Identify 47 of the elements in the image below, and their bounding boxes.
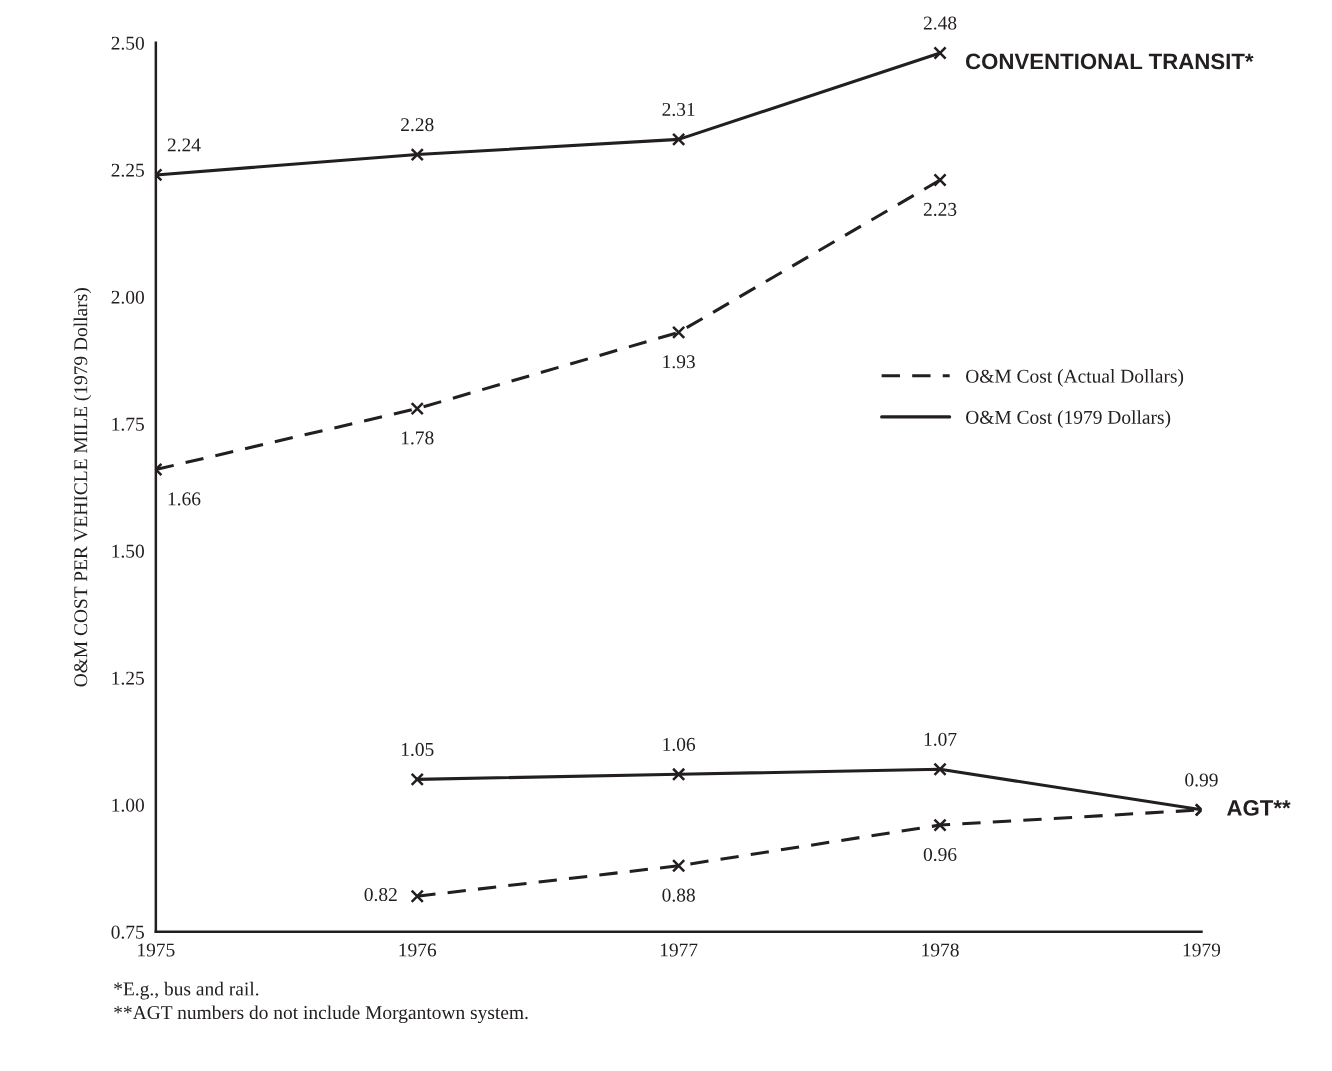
y-tick-label: 1.25 <box>112 671 144 685</box>
data-label: 1.66 <box>168 492 201 506</box>
annotation: CONVENTIONAL TRANSIT* <box>965 53 1254 70</box>
data-label: 1.07 <box>924 732 957 746</box>
point <box>671 767 686 782</box>
point <box>671 858 686 873</box>
data-label: 2.28 <box>401 118 434 132</box>
data-label: 2.31 <box>662 102 695 117</box>
data-label: 0.88 <box>662 888 695 902</box>
y-tick-label: 2.25 <box>111 163 144 177</box>
point <box>933 173 947 187</box>
point <box>410 147 425 162</box>
data-label: 1.78 <box>401 431 434 445</box>
data-label: 0.82 <box>364 887 397 902</box>
y-tick-label: 2.00 <box>111 290 144 304</box>
point <box>933 762 947 777</box>
data-label: 2.24 <box>167 138 201 152</box>
x-tick-label: 1978 <box>922 943 959 957</box>
y-tick-label: 2.50 <box>111 36 144 50</box>
point <box>410 889 425 904</box>
data-label: 1.05 <box>401 742 434 757</box>
x-tick-label: 1976 <box>399 943 437 957</box>
data-label: 0.99 <box>1185 773 1218 787</box>
point <box>410 401 425 416</box>
data-label: 1.93 <box>663 355 695 369</box>
annotation: AGT** <box>1227 800 1291 816</box>
x-tick-label: 1979 <box>1183 943 1221 957</box>
point <box>671 132 686 147</box>
y-tick-label: 1.75 <box>112 417 144 431</box>
y-tick-label: 1.00 <box>112 798 144 812</box>
point <box>671 325 686 340</box>
point <box>410 772 425 787</box>
legend-label: O&M Cost (Actual Dollars) <box>966 369 1184 387</box>
point <box>933 818 947 832</box>
data-label: 0.96 <box>923 847 957 862</box>
x-tick-label: 1977 <box>660 943 698 957</box>
y-tick-label: 0.75 <box>111 925 144 939</box>
legend-label: O&M Cost (1979 Dollars) <box>966 410 1171 428</box>
point <box>933 46 947 60</box>
x-tick-label: 1975 <box>138 943 175 957</box>
text: *E.g., bus and rail. <box>114 981 259 1000</box>
data-label: 2.48 <box>923 16 957 30</box>
data-label: 1.06 <box>663 737 696 751</box>
y-axis-title: O&M COST PER VEHICLE MILE (1979 Dollars) <box>73 288 92 687</box>
y-tick-label: 1.50 <box>112 544 144 558</box>
data-label: 2.23 <box>923 202 957 216</box>
text: **AGT numbers do not include Morgantown system. <box>114 1005 528 1024</box>
